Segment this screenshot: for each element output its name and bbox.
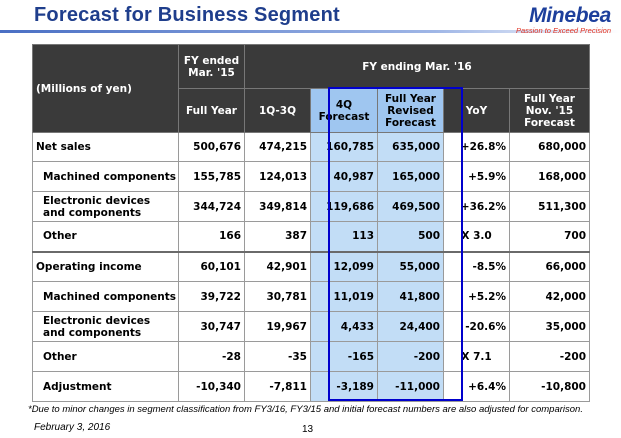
logo-tagline: Passion to Exceed Precision (515, 26, 611, 35)
cell-value: 124,013 (244, 161, 311, 192)
cell-value: -35 (244, 341, 311, 372)
cell-value: +5.9% (443, 161, 510, 192)
header-fy15-group-text: FY ended Mar. '15 (183, 54, 240, 79)
cell-value: 344,724 (178, 191, 245, 222)
cell-value: 42,000 (509, 281, 590, 312)
cell-value: -10,340 (178, 371, 245, 402)
cell-value: +6.4% (443, 371, 510, 402)
row-label: Other (32, 341, 179, 372)
cell-value: -20.6% (443, 311, 510, 342)
header-1q-3q: 1Q-3Q (244, 88, 311, 133)
cell-value: 30,747 (178, 311, 245, 342)
cell-value: 469,500 (377, 191, 444, 222)
cell-value: 40,987 (310, 161, 378, 192)
footnote: *Due to minor changes in segment classif… (28, 404, 583, 415)
cell-value: 119,686 (310, 191, 378, 222)
cell-value: 700 (509, 221, 590, 252)
page-title: Forecast for Business Segment (34, 4, 340, 26)
cell-value: 19,967 (244, 311, 311, 342)
cell-value: X 7.1 (443, 341, 510, 372)
cell-value: 349,814 (244, 191, 311, 222)
cell-value: X 3.0 (443, 221, 510, 252)
cell-value: 635,000 (377, 132, 444, 162)
units-header: (Millions of yen) (32, 44, 179, 133)
header-full-year: Full Year (178, 88, 245, 133)
company-logo: Minebea Passion to Exceed Precision (516, 5, 611, 35)
cell-value: -28 (178, 341, 245, 372)
cell-value: +36.2% (443, 191, 510, 222)
cell-value: 680,000 (509, 132, 590, 162)
row-label: Electronic devices and components (32, 311, 179, 342)
row-label: Operating income (32, 250, 179, 282)
cell-value: 35,000 (509, 311, 590, 342)
cell-value: 42,901 (244, 250, 311, 282)
cell-value: 24,400 (377, 311, 444, 342)
row-label: Electronic devices and components (32, 191, 179, 222)
cell-value: +26.8% (443, 132, 510, 162)
cell-value: -11,000 (377, 371, 444, 402)
cell-value: 12,099 (310, 250, 378, 282)
cell-value: 500 (377, 221, 444, 252)
cell-value: 168,000 (509, 161, 590, 192)
row-label: Other (32, 221, 179, 252)
cell-value: -7,811 (244, 371, 311, 402)
row-label: Machined components (32, 161, 179, 192)
row-label: Adjustment (32, 371, 179, 402)
cell-value: 166 (178, 221, 245, 252)
cell-value: 41,800 (377, 281, 444, 312)
cell-value: 30,781 (244, 281, 311, 312)
row-label: Net sales (32, 132, 179, 162)
cell-value: 511,300 (509, 191, 590, 222)
cell-value: 60,101 (178, 250, 245, 282)
cell-value: 165,000 (377, 161, 444, 192)
cell-value: 474,215 (244, 132, 311, 162)
header-4q-forecast: 4Q Forecast (310, 88, 378, 133)
logo-name: Minebea (529, 4, 611, 27)
forecast-table: (Millions of yen) FY ended Mar. '15 FY e… (32, 44, 590, 402)
cell-value: -10,800 (509, 371, 590, 402)
cell-value: -200 (509, 341, 590, 372)
cell-value: 39,722 (178, 281, 245, 312)
header-yoy: YoY (443, 88, 510, 133)
page-number: 13 (302, 424, 314, 435)
header-fy16-group: FY ending Mar. '16 (244, 44, 590, 89)
cell-value: 113 (310, 221, 378, 252)
header-fy15-group: FY ended Mar. '15 (178, 44, 245, 89)
cell-value: 155,785 (178, 161, 245, 192)
cell-value: 55,000 (377, 250, 444, 282)
row-label: Machined components (32, 281, 179, 312)
cell-value: -8.5% (443, 250, 510, 282)
cell-value: 160,785 (310, 132, 378, 162)
cell-value: -200 (377, 341, 444, 372)
header-full-year-revised: Full Year Revised Forecast (377, 88, 444, 133)
cell-value: +5.2% (443, 281, 510, 312)
header-full-year-nov-text: Full Year Nov. '15 Forecast (523, 92, 575, 129)
header-full-year-revised-text: Full Year Revised Forecast (384, 92, 436, 129)
cell-value: 4,433 (310, 311, 378, 342)
title-underline (0, 30, 621, 33)
cell-value: 66,000 (509, 250, 590, 282)
cell-value: -3,189 (310, 371, 378, 402)
cell-value: 387 (244, 221, 311, 252)
header-full-year-nov: Full Year Nov. '15 Forecast (509, 88, 590, 133)
header-4q-forecast-text: 4Q Forecast (318, 98, 370, 123)
presentation-date: February 3, 2016 (34, 422, 111, 433)
cell-value: -165 (310, 341, 378, 372)
cell-value: 11,019 (310, 281, 378, 312)
cell-value: 500,676 (178, 132, 245, 162)
